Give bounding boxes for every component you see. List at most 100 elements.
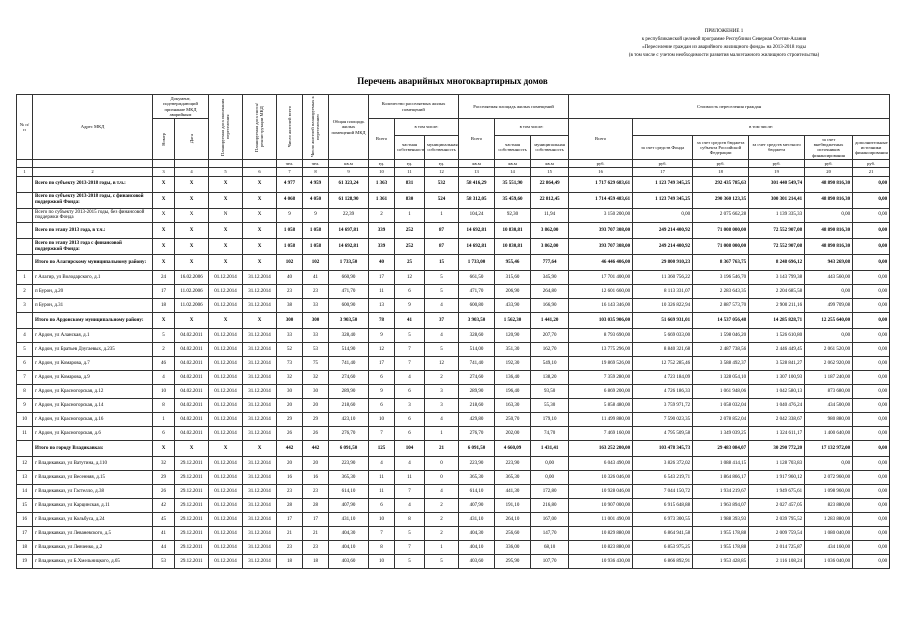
cell-col1 <box>16 254 33 272</box>
cell-col17: 8 113 331,07 <box>632 284 694 300</box>
cell-col16: 7 359 280,00 <box>568 370 634 386</box>
cell-col17: 11 360 756,22 <box>632 270 694 286</box>
cell-col19: 2 116 108,24 <box>748 554 806 570</box>
cell-col10: 8 <box>368 540 396 556</box>
cell-col3: 3 <box>152 167 175 177</box>
table-row: 19 г Владикавказ, ул Б.Хмельницкого, д.65… <box>16 554 891 570</box>
appendix-block: ПРИЛОЖЕНИЕ 1 к республиканской целевой п… <box>559 28 889 60</box>
col-header-doc-group: Документ, подтверждающий признание МКД а… <box>151 93 210 120</box>
cell-col10: 1 361 <box>368 191 396 209</box>
cell-col13: 218,60 <box>458 398 496 414</box>
cell-col14: 35 551,90 <box>494 175 532 193</box>
cell-col14: 955,46 <box>494 254 532 272</box>
cell-col2: г Ардон, ул Красногорская, д.6 <box>32 426 153 442</box>
cell-col20: 1 098 960,00 <box>804 484 854 500</box>
cell-col16: 10 936 430,00 <box>568 554 634 570</box>
cell-col6: 31.12.2014 <box>242 412 278 428</box>
cell-col4: 29.12.2011 <box>173 470 210 486</box>
cell-col10: 339 <box>368 238 396 256</box>
cell-col15: 216,80 <box>530 498 570 514</box>
cell-col2: г Владикавказ, ул Кольбуса, д.24 <box>32 512 153 528</box>
cell-col13: 13 <box>458 167 496 177</box>
cell-col18: 29 483 084,07 <box>692 440 750 458</box>
cell-col8: 30 <box>302 384 330 400</box>
cell-col11: 6 <box>394 426 426 442</box>
cell-col8: 16 <box>302 470 330 486</box>
cell-col1: 1 <box>16 270 33 286</box>
cell-col13: 274,60 <box>458 370 496 386</box>
cell-col18: 1 088 414,15 <box>692 456 750 472</box>
cell-col6: X <box>242 312 278 330</box>
cell-col12: 3 <box>424 384 460 400</box>
appendix-line-3: «Переселение граждан из аварийного жилищ… <box>642 45 806 50</box>
col-header-area-total: Всего <box>458 118 496 160</box>
cell-col8: 53 <box>302 342 330 358</box>
cell-col9: 403,60 <box>328 554 370 570</box>
cell-col9: 14 697,81 <box>328 222 370 240</box>
cell-col4: X <box>173 207 210 224</box>
cell-col1 <box>16 238 33 256</box>
cell-col20: 12 255 640,00 <box>804 312 854 330</box>
cell-col18: 1 963 894,07 <box>692 498 750 514</box>
cell-col19: 1 324 611,17 <box>748 426 806 442</box>
cell-col13: 365,30 <box>458 470 496 486</box>
cell-col15: 147,70 <box>530 526 570 542</box>
summary-row: Всего по этапу 2013 года, в т.ч.: X X X X 1 0… <box>16 222 891 240</box>
cell-col16: 103 035 906,00 <box>568 312 634 330</box>
cell-col7: 28 <box>276 498 304 514</box>
cell-col7: 52 <box>276 342 304 358</box>
col-header-units-municipal: муниципальная собственность <box>424 134 460 161</box>
cell-col14: 250,70 <box>494 412 532 428</box>
cell-col1: 9 <box>16 398 33 414</box>
cell-col2: г Владикавказ, ул Ватутина, д.110 <box>32 456 153 472</box>
cell-col8: 17 <box>302 512 330 528</box>
cell-col6: 31.12.2014 <box>242 342 278 358</box>
cell-col18: 2 075 662,28 <box>692 207 750 224</box>
cell-col13: 471,70 <box>458 284 496 300</box>
cell-col1 <box>16 312 33 330</box>
cell-col21: 0,00 <box>852 540 891 556</box>
cell-col17: 3 759 971,72 <box>632 398 694 414</box>
col-header-doc-date: Дата <box>173 118 210 160</box>
cell-col4: X <box>173 312 210 330</box>
col-header-cost-fund: за счет средств Фонда <box>632 134 694 161</box>
cell-col19: 300 301 214,41 <box>748 191 806 209</box>
cell-col7: 20 <box>276 456 304 472</box>
col-header-units-group: Количество расселяемых жилых помещений <box>368 93 460 120</box>
cell-col2: 2 <box>32 167 153 177</box>
cell-col14: 4 660,09 <box>494 440 532 458</box>
cell-col2: г Владикавказ, ул Гастелло, д.38 <box>32 484 153 500</box>
cell-col14: 365,30 <box>494 470 532 486</box>
cell-col10: 11 <box>368 470 396 486</box>
cell-col14: 441,30 <box>494 484 532 500</box>
cell-col8: 41 <box>302 270 330 286</box>
cell-col19: 8 248 696,12 <box>748 254 806 272</box>
cell-col9: 407,90 <box>328 498 370 514</box>
cell-col13: 3 903,50 <box>458 312 496 330</box>
cell-col15: 207,70 <box>530 328 570 344</box>
cell-col6: 31.12.2014 <box>242 328 278 344</box>
cell-col2: Итого по городу Владикавказ: <box>32 440 153 458</box>
cell-col4: X <box>173 254 210 272</box>
cell-col14: 196,40 <box>494 384 532 400</box>
cell-col4: 11.02.2006 <box>173 298 210 314</box>
cell-col1 <box>16 175 33 193</box>
cell-col5: X <box>208 238 244 256</box>
col-header-area-municipal: муниципальная собственность <box>530 134 570 161</box>
cell-col15: 162,70 <box>530 342 570 358</box>
cell-col17: 10 326 822,94 <box>632 298 694 314</box>
cell-col11: 4 <box>394 498 426 514</box>
buildings-table: № п/п Адрес МКД Документ, подтверждающий… <box>16 93 891 570</box>
cell-col4: 29.12.2011 <box>173 498 210 514</box>
cell-col20: 1 283 880,00 <box>804 512 854 528</box>
cell-col14: 256,60 <box>494 526 532 542</box>
cell-col7: 442 <box>276 440 304 458</box>
cell-col3: 5 <box>152 328 175 344</box>
cell-col10: 10 <box>368 512 396 528</box>
cell-col13: 104,24 <box>458 207 496 224</box>
cell-col5: N <box>208 207 244 224</box>
